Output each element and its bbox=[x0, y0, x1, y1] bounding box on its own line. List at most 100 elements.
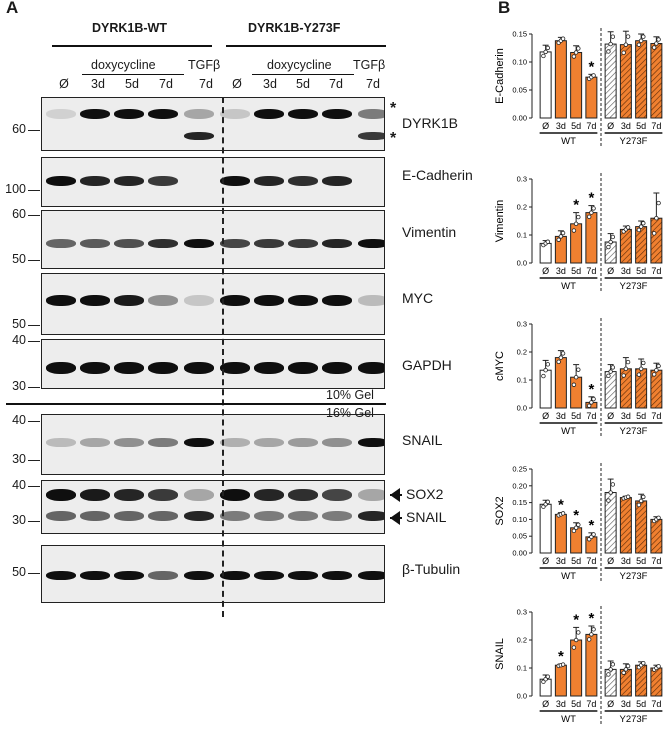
data-point bbox=[571, 382, 577, 387]
data-point bbox=[545, 362, 551, 367]
blot-band bbox=[358, 294, 384, 306]
data-point bbox=[576, 367, 581, 372]
significance-asterisk: * bbox=[558, 497, 564, 514]
blot-band bbox=[114, 109, 144, 120]
data-point bbox=[591, 396, 596, 402]
lane-label: 7d bbox=[366, 77, 380, 91]
data-point bbox=[556, 237, 561, 242]
x-tick-label: 3d bbox=[621, 556, 631, 566]
lane-label: 7d bbox=[329, 77, 343, 91]
mw-marker-tick bbox=[28, 460, 40, 462]
data-point bbox=[610, 34, 616, 39]
blot-band bbox=[322, 175, 352, 186]
panel-b-letter: B bbox=[498, 0, 511, 17]
data-point bbox=[651, 45, 657, 50]
x-tick-label: 5d bbox=[636, 699, 646, 709]
bar bbox=[604, 241, 617, 264]
x-tick-label: 3d bbox=[621, 411, 631, 421]
x-tick-label: Ø bbox=[542, 121, 549, 131]
bar bbox=[554, 664, 567, 697]
protein-label: GAPDH bbox=[402, 357, 452, 373]
blot-band bbox=[220, 175, 250, 186]
bar bbox=[650, 369, 663, 409]
group-label-wt: WT bbox=[561, 136, 576, 147]
blot-band bbox=[254, 488, 284, 501]
data-point bbox=[543, 49, 548, 55]
data-point bbox=[576, 214, 581, 220]
snail-arrow-icon bbox=[390, 511, 400, 525]
data-point bbox=[571, 645, 577, 650]
dyrk1b-asterisk-upper: * bbox=[390, 100, 397, 117]
data-point bbox=[641, 360, 646, 366]
y-tick-label: 0.15 bbox=[512, 498, 527, 507]
blot-band bbox=[148, 361, 178, 374]
significance-asterisk: * bbox=[573, 611, 579, 628]
dyrk1b-asterisk-lower: * bbox=[390, 130, 397, 147]
y-tick-label: 0.15 bbox=[512, 30, 527, 39]
x-tick-label: 5d bbox=[571, 556, 581, 566]
x-tick-label: Ø bbox=[607, 699, 614, 709]
mw-marker-tick bbox=[28, 190, 40, 192]
blot-band bbox=[148, 570, 178, 580]
blot-band bbox=[80, 294, 110, 306]
data-point bbox=[545, 499, 551, 505]
data-point bbox=[545, 674, 551, 679]
y-tick-label: 0.05 bbox=[512, 86, 527, 95]
x-tick-label: 3d bbox=[621, 266, 631, 276]
x-tick-label: 7d bbox=[651, 121, 661, 131]
blot-band bbox=[220, 570, 250, 580]
data-point bbox=[608, 41, 613, 47]
bar bbox=[650, 43, 663, 119]
blot-band bbox=[148, 511, 178, 522]
blot-band bbox=[220, 437, 250, 447]
blot-band bbox=[358, 437, 384, 447]
mw-marker-tick bbox=[28, 260, 40, 262]
x-tick-label: 3d bbox=[556, 411, 566, 421]
x-tick-label: 3d bbox=[556, 556, 566, 566]
mw-marker-tick bbox=[28, 486, 40, 488]
bar-chart: cMYC 0.0 0.1 0.2 0.3 Ø 3d 5d 7d * Ø 3d 5d 7d WT Y273F bbox=[494, 318, 663, 437]
protein-label: SNAIL bbox=[402, 432, 443, 448]
y-tick-label: 0.20 bbox=[512, 481, 527, 490]
mw-marker-tick bbox=[28, 573, 40, 575]
data-point bbox=[636, 372, 642, 377]
blot-band bbox=[114, 294, 144, 306]
significance-asterisk: * bbox=[588, 381, 594, 398]
data-point bbox=[606, 498, 611, 503]
lane-label: 3d bbox=[263, 77, 277, 91]
x-tick-label: 5d bbox=[636, 556, 646, 566]
data-point bbox=[586, 637, 592, 642]
y-tick-label: 0.25 bbox=[512, 465, 527, 474]
blot-band bbox=[322, 238, 352, 248]
data-point bbox=[621, 670, 626, 675]
data-point bbox=[591, 73, 596, 78]
data-point bbox=[556, 359, 561, 364]
bar bbox=[635, 664, 648, 697]
bar bbox=[604, 43, 617, 119]
blot-band bbox=[254, 238, 284, 248]
data-point bbox=[573, 525, 579, 530]
blot-band bbox=[288, 238, 318, 248]
x-tick-label: 7d bbox=[586, 266, 596, 276]
x-tick-label: Ø bbox=[542, 556, 549, 566]
data-point bbox=[573, 637, 579, 643]
bar bbox=[539, 51, 552, 119]
blot-band bbox=[114, 175, 144, 186]
data-point bbox=[591, 206, 596, 211]
blot-band bbox=[114, 437, 144, 447]
blot-band bbox=[184, 488, 214, 501]
blot-band bbox=[80, 437, 110, 447]
x-tick-label: 5d bbox=[636, 121, 646, 131]
doxycycline-label-y273f: doxycycline bbox=[267, 58, 332, 72]
data-point bbox=[576, 522, 581, 527]
blot-band bbox=[220, 109, 250, 120]
data-point bbox=[625, 34, 631, 39]
group-label-y273f: DYRK1B-Y273F bbox=[248, 21, 341, 35]
blot-band bbox=[220, 511, 250, 522]
data-point bbox=[560, 230, 566, 236]
doxycycline-label-wt: doxycycline bbox=[91, 58, 156, 72]
blot-band bbox=[46, 437, 76, 447]
blot-band bbox=[254, 570, 284, 580]
data-point bbox=[625, 494, 631, 499]
data-point bbox=[621, 50, 626, 55]
